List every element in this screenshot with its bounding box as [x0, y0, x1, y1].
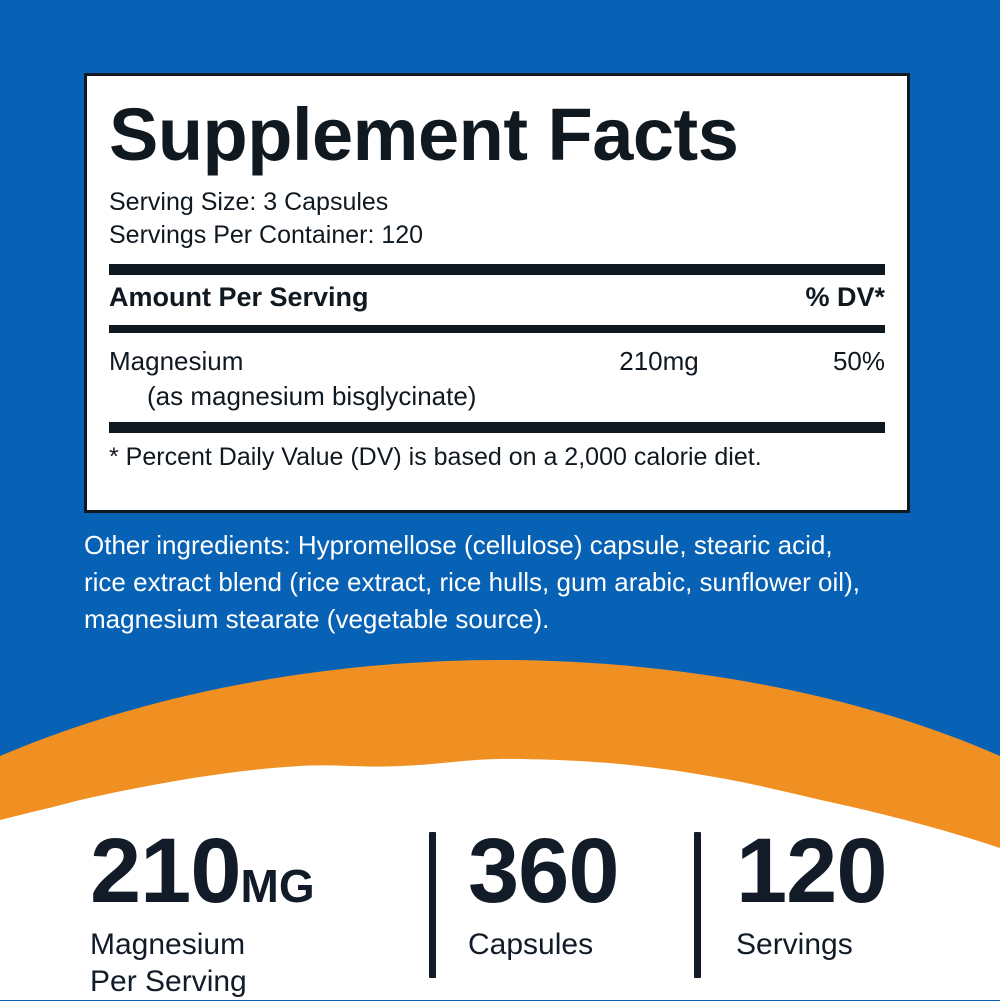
stat-capsules-label: Capsules: [468, 927, 698, 964]
white-torn-edge-shape: [0, 758, 1000, 1000]
serving-info: Serving Size: 3 Capsules Servings Per Co…: [109, 186, 885, 252]
supplement-facts-title: Supplement Facts: [109, 93, 739, 176]
servings-per-container-text: Servings Per Container: 120: [109, 221, 424, 249]
table-header-row: Amount Per Serving % DV*: [109, 275, 885, 319]
nutrient-source: (as magnesium bisglycinate): [147, 381, 477, 411]
stat-divider-1: [429, 832, 436, 978]
orange-wave-divider: [0, 660, 1000, 1000]
stat-dosage-label-line-1: Magnesium: [90, 928, 246, 962]
other-ingredients-line-2: rice extract blend (rice extract, rice h…: [84, 566, 860, 597]
amount-per-serving-label: Amount Per Serving: [109, 282, 369, 312]
stat-servings-label: Servings: [736, 927, 966, 964]
daily-value-footnote: * Percent Daily Value (DV) is based on a…: [109, 443, 762, 471]
other-ingredients-block: Other ingredients: Hypromellose (cellulo…: [84, 527, 934, 638]
product-stats-row: 210MG Magnesium Per Serving 360 Capsules…: [0, 820, 1000, 1001]
table-rule-top: [109, 264, 885, 275]
nutrient-daily-value: 50%: [832, 346, 885, 376]
stat-dosage-number: 210: [90, 820, 241, 922]
other-ingredients-line-1: Other ingredients: Hypromellose (cellulo…: [84, 530, 833, 560]
stat-servings-label-line-1: Servings: [736, 928, 853, 962]
percent-dv-label: % DV*: [805, 282, 885, 312]
stat-dosage-label: Magnesium Per Serving: [90, 927, 410, 1000]
table-row: Magnesium 210mg 50%: [109, 333, 885, 377]
stat-dosage-number-group: 210MG: [90, 825, 410, 917]
serving-size-text: Serving Size: 3 Capsules: [109, 188, 389, 216]
stat-divider-2: [694, 832, 701, 978]
table-rule-middle: [109, 325, 885, 333]
stat-servings: 120 Servings: [736, 820, 966, 964]
stat-capsules-number: 360: [468, 820, 620, 922]
other-ingredients-line-3: magnesium stearate (vegetable source).: [84, 603, 550, 634]
nutrient-name: Magnesium: [109, 346, 244, 376]
stat-servings-number: 120: [736, 820, 888, 922]
supplement-facts-panel: Supplement Facts Serving Size: 3 Capsule…: [84, 73, 910, 513]
stat-dosage-label-line-2: Per Serving: [90, 964, 247, 998]
stat-dosage: 210MG Magnesium Per Serving: [90, 825, 410, 1001]
stat-dosage-unit: MG: [240, 860, 315, 912]
nutrient-amount: 210mg: [619, 346, 699, 376]
table-rule-bottom: [109, 422, 885, 433]
stat-capsules-label-line-1: Capsules: [468, 928, 594, 962]
stat-capsules: 360 Capsules: [468, 820, 698, 964]
